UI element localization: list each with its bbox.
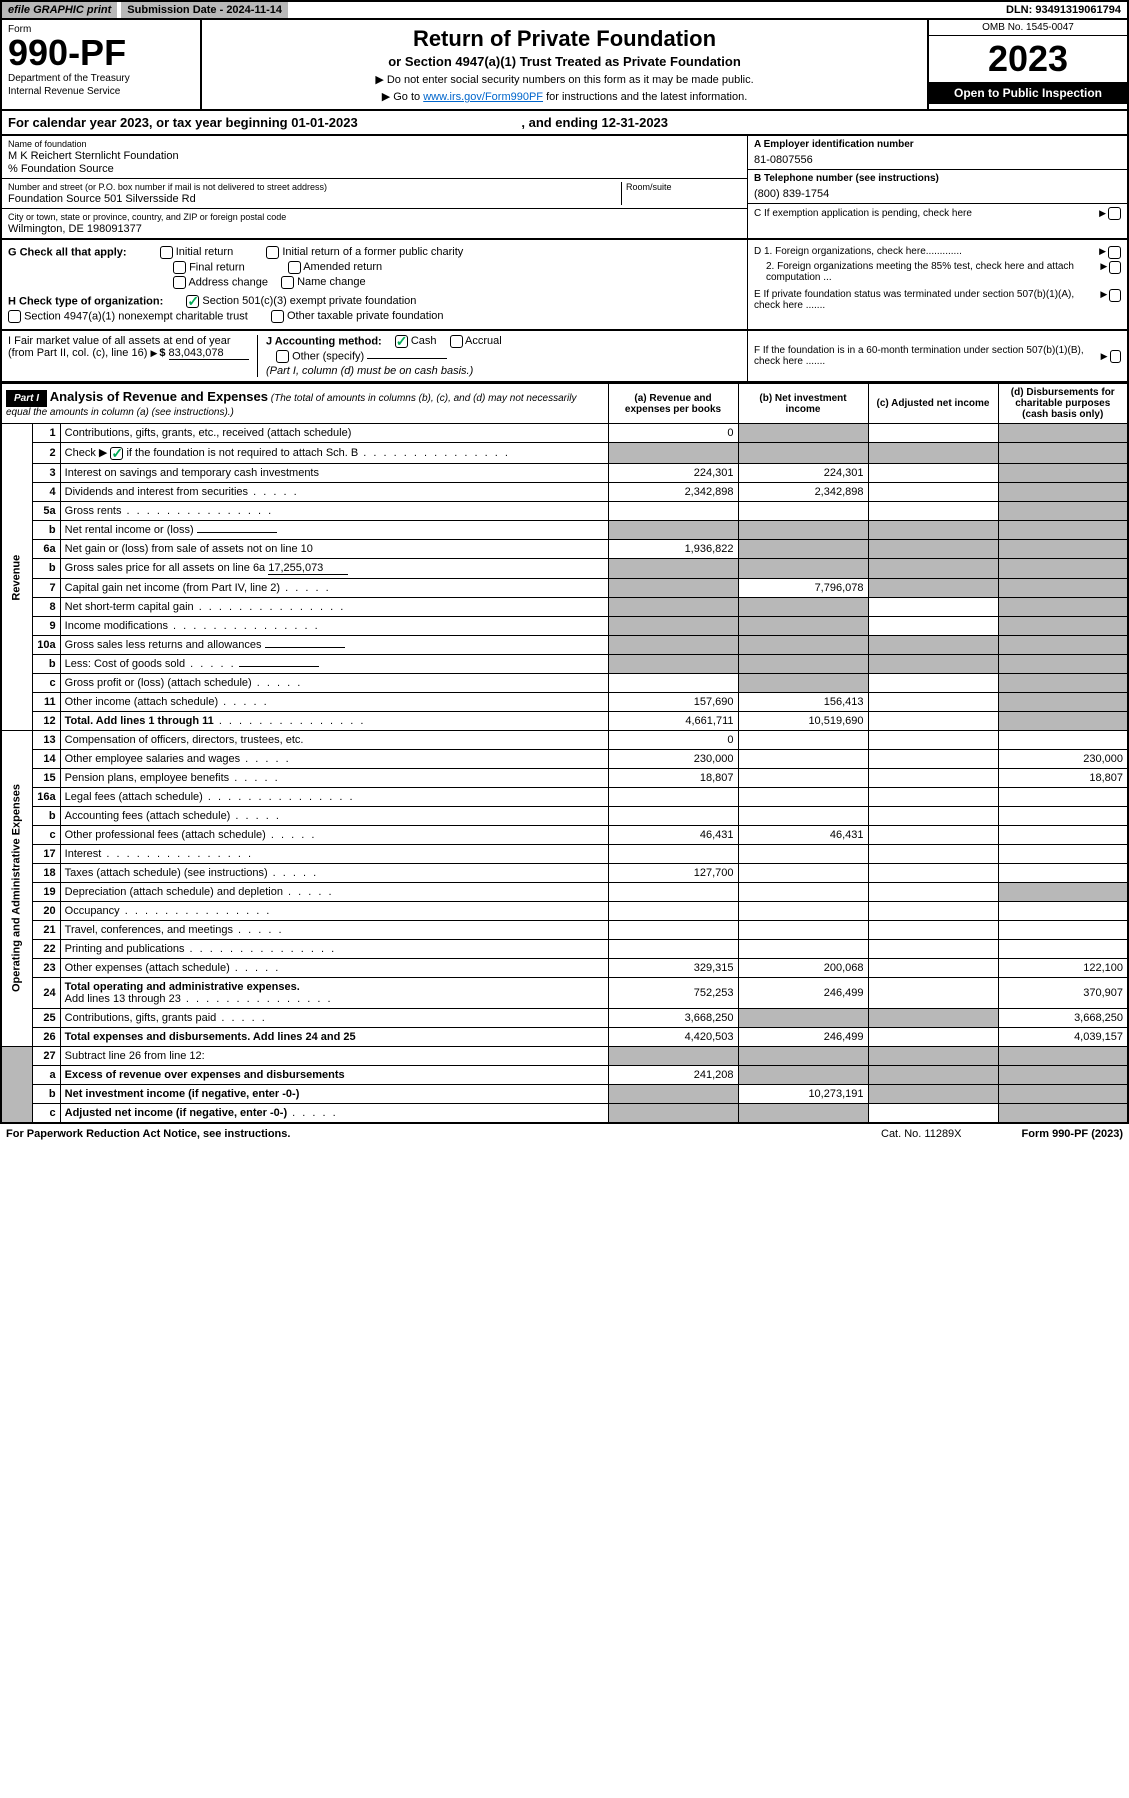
g-label: G Check all that apply: [8,246,127,258]
checkbox-final[interactable] [173,261,186,274]
checkbox-accrual[interactable] [450,335,463,348]
checkbox-address-change[interactable] [173,276,186,289]
form-subtitle: or Section 4947(a)(1) Trust Treated as P… [208,54,921,69]
efile-label: efile GRAPHIC print [2,2,117,18]
part1-header: Part I [6,390,47,407]
checkbox-e[interactable] [1109,289,1121,302]
form-ref: Form 990-PF (2023) [1022,1128,1123,1140]
foundation-name: M K Reichert Sternlicht Foundation [8,150,741,162]
checkbox-other-method[interactable] [276,350,289,363]
checkbox-c[interactable] [1108,207,1121,220]
checkbox-name-change[interactable] [281,276,294,289]
part1-table: Part I Analysis of Revenue and Expenses … [0,383,1129,1124]
ein: 81-0807556 [754,154,1121,166]
checkbox-cash[interactable] [395,335,408,348]
calendar-year-row: For calendar year 2023, or tax year begi… [0,111,1129,136]
checkbox-4947[interactable] [8,310,21,323]
section-c-label: C If exemption application is pending, c… [754,208,972,219]
checkbox-sch-b[interactable] [110,447,123,460]
inspection-label: Open to Public Inspection [929,82,1127,104]
checkbox-initial[interactable] [160,246,173,259]
submission-date: Submission Date - 2024-11-14 [121,2,288,18]
checkbox-501c3[interactable] [186,295,199,308]
checkbox-f[interactable] [1110,350,1121,363]
omb-number: OMB No. 1545-0047 [929,20,1127,36]
room-label: Room/suite [626,182,741,192]
form-number: 990-PF [8,35,194,71]
paperwork-notice: For Paperwork Reduction Act Notice, see … [6,1128,290,1140]
h-label: H Check type of organization: [8,295,163,307]
info-block: Name of foundation M K Reichert Sternlic… [0,136,1129,240]
checkbox-other-taxable[interactable] [271,310,284,323]
tax-year: 2023 [929,36,1127,82]
j-label: J Accounting method: [266,335,382,347]
note-ssn: ▶ Do not enter social security numbers o… [208,73,921,86]
page-footer: For Paperwork Reduction Act Notice, see … [0,1124,1129,1144]
col-c-header: (c) Adjusted net income [868,384,998,424]
expenses-label: Operating and Administrative Expenses [1,730,32,1046]
header-left: Form 990-PF Department of the Treasury I… [2,20,202,109]
col-b-header: (b) Net investment income [738,384,868,424]
j-note: (Part I, column (d) must be on cash basi… [266,365,741,377]
part1-title: Analysis of Revenue and Expenses [50,389,268,404]
checkbox-d2[interactable] [1109,261,1121,274]
checkbox-initial-former[interactable] [266,246,279,259]
dln: DLN: 93491319061794 [1000,2,1127,18]
revenue-label: Revenue [1,424,32,731]
note-link: ▶ Go to www.irs.gov/Form990PF for instru… [208,90,921,103]
top-bar: efile GRAPHIC print Submission Date - 20… [0,0,1129,20]
checkbox-d1[interactable] [1108,246,1121,259]
foundation-name-label: Name of foundation [8,139,741,149]
address: Foundation Source 501 Silversside Rd [8,193,621,205]
form-title: Return of Private Foundation [208,26,921,52]
city: Wilmington, DE 198091377 [8,223,741,235]
phone-label: B Telephone number (see instructions) [754,173,1121,184]
dept-irs: Internal Revenue Service [8,86,194,97]
section-i-j-f: I Fair market value of all assets at end… [0,331,1129,383]
form990pf-link[interactable]: www.irs.gov/Form990PF [423,91,543,103]
i-value: 83,043,078 [169,347,249,360]
foundation-source: % Foundation Source [8,163,741,175]
address-label: Number and street (or P.O. box number if… [8,182,621,192]
section-g-h: G Check all that apply: Initial return I… [0,240,1129,331]
arrow-icon [1099,208,1108,219]
checkbox-amended[interactable] [288,261,301,274]
header-right: OMB No. 1545-0047 2023 Open to Public In… [927,20,1127,109]
city-label: City or town, state or province, country… [8,212,741,222]
col-a-header: (a) Revenue and expenses per books [608,384,738,424]
col-d-header: (d) Disbursements for charitable purpose… [998,384,1128,424]
dept-treasury: Department of the Treasury [8,73,194,84]
form-header: Form 990-PF Department of the Treasury I… [0,20,1129,111]
ein-label: A Employer identification number [754,139,1121,150]
catalog-number: Cat. No. 11289X [881,1128,962,1140]
header-middle: Return of Private Foundation or Section … [202,20,927,109]
phone: (800) 839-1754 [754,188,1121,200]
